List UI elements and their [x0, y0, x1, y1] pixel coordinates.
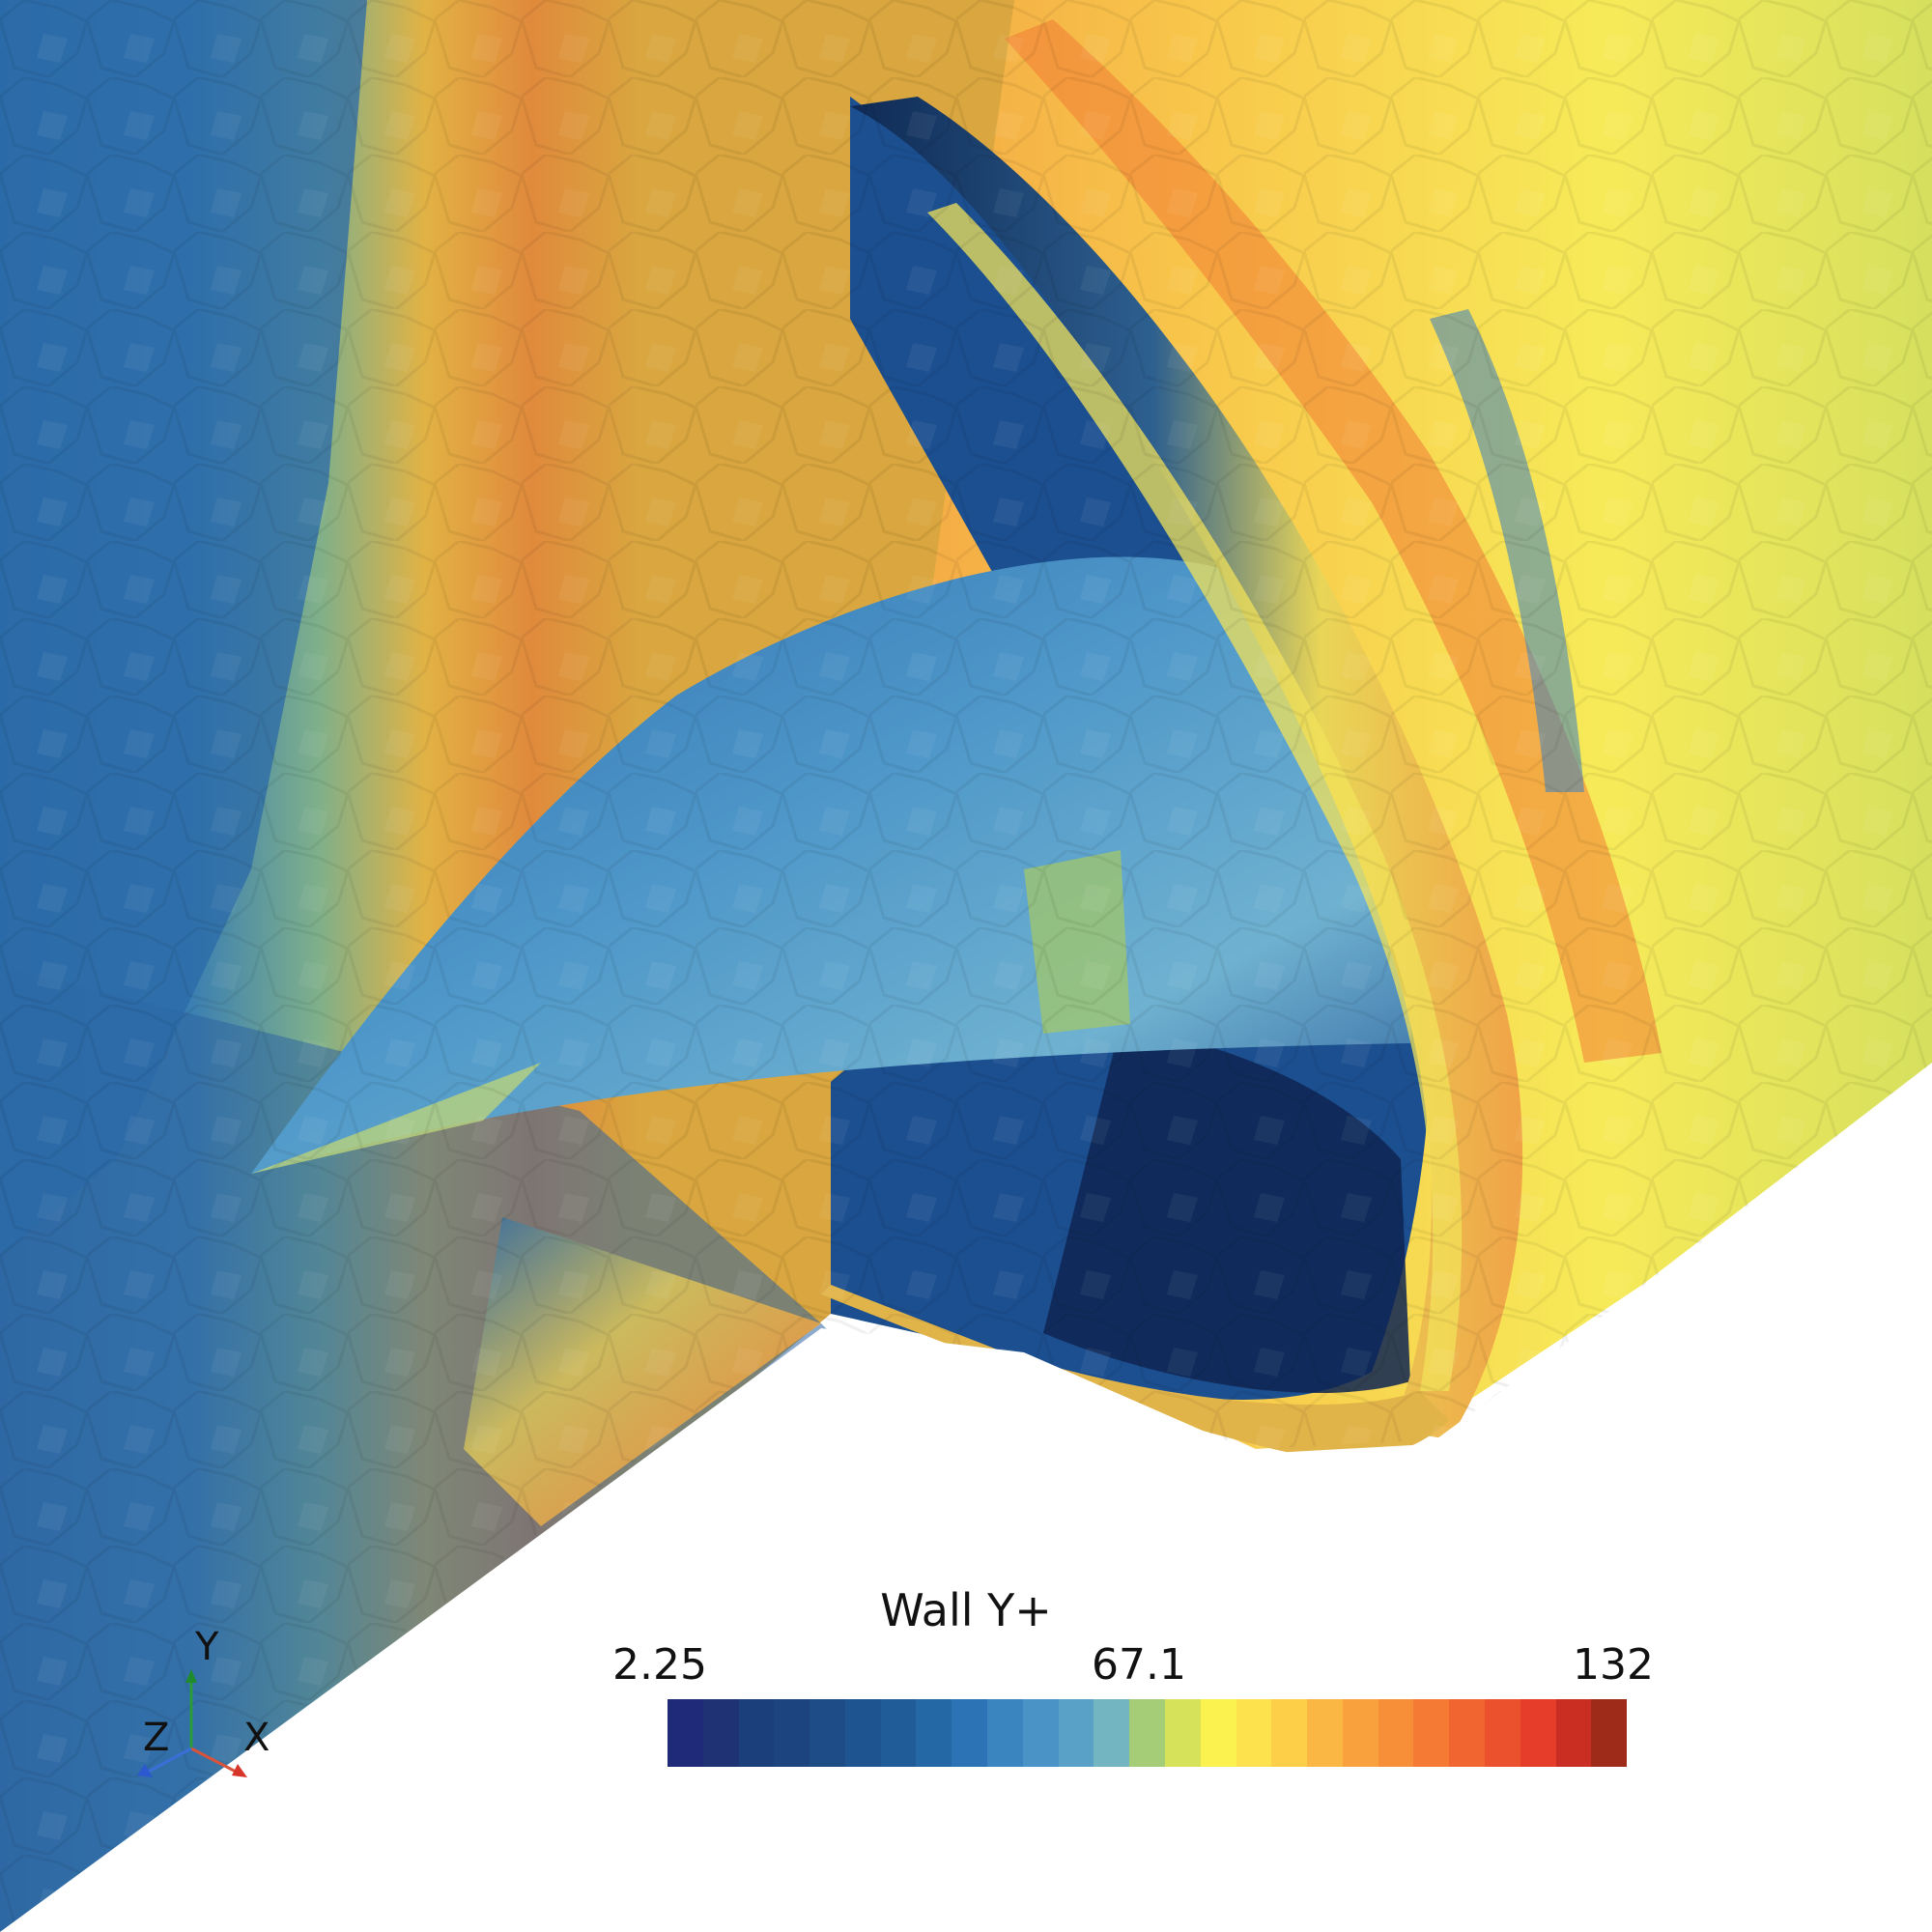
axis-label-z: Z	[143, 1716, 170, 1760]
orientation-axes	[137, 1669, 247, 1777]
x-axis-arrow-icon	[232, 1764, 247, 1777]
x-axis-line	[190, 1747, 241, 1776]
axis-label-y: Y	[195, 1625, 219, 1669]
z-axis-arrow-icon	[137, 1764, 153, 1777]
z-axis-line	[144, 1747, 192, 1776]
axis-label-x: X	[243, 1716, 270, 1760]
y-axis-arrow-icon	[185, 1669, 197, 1683]
